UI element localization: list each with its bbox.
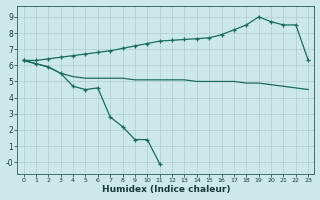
X-axis label: Humidex (Indice chaleur): Humidex (Indice chaleur) <box>102 185 230 194</box>
